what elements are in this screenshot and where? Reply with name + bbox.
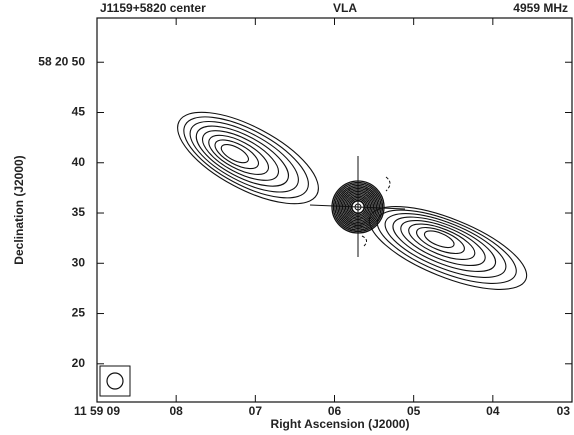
- beam-box: [100, 366, 130, 396]
- negative-contour: [386, 177, 390, 191]
- y-tick-label: 35: [72, 205, 86, 219]
- negative-contour: [362, 236, 367, 246]
- contours: [165, 94, 537, 306]
- x-tick-label: 08: [169, 404, 183, 418]
- contour-line: [368, 195, 525, 298]
- beam: [107, 373, 123, 389]
- title-left: J1159+5820 center: [100, 1, 206, 15]
- contour-line: [377, 200, 513, 290]
- x-tick-label: 05: [407, 404, 421, 418]
- x-tick-label: 04: [486, 404, 500, 418]
- contour-line: [219, 141, 252, 167]
- contour-line: [188, 114, 297, 198]
- y-tick-label: 25: [72, 306, 86, 320]
- y-tick-label: 20: [72, 356, 86, 370]
- title-center: VLA: [333, 1, 357, 15]
- y-tick-label: 58 20 50: [38, 54, 85, 68]
- contour-line: [386, 206, 502, 283]
- y-tick-label: 40: [72, 155, 86, 169]
- x-tick-label: 07: [249, 404, 263, 418]
- plot-frame: [97, 18, 572, 402]
- x-tick-label: 03: [557, 404, 571, 418]
- y-axis-label: Declination (J2000): [12, 155, 26, 264]
- x-tick-label: 11 59 09: [74, 404, 120, 418]
- contour-line: [422, 228, 456, 251]
- contour-line: [195, 121, 285, 190]
- x-axis-label: Right Ascension (J2000): [271, 417, 410, 431]
- chart: J1159+5820 center VLA 4959 MHz Right Asc…: [0, 0, 574, 435]
- x-tick-label: 06: [328, 404, 342, 418]
- title-right: 4959 MHz: [513, 1, 568, 15]
- y-tick-label: 30: [72, 255, 86, 269]
- y-tick-label: 45: [72, 105, 86, 119]
